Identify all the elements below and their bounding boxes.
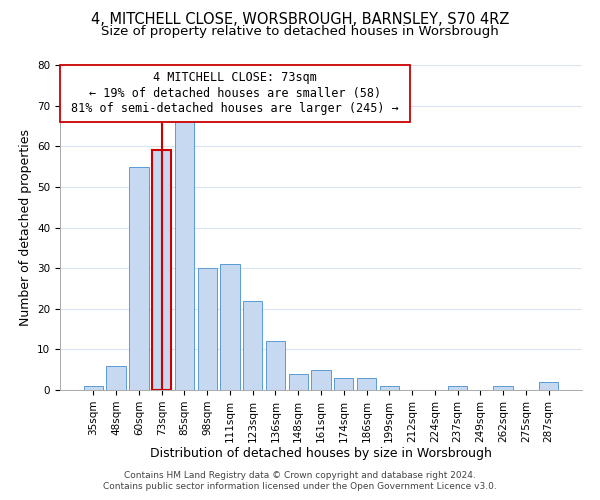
- Bar: [129, 166, 149, 390]
- Y-axis label: Number of detached properties: Number of detached properties: [19, 129, 32, 326]
- Text: 4 MITCHELL CLOSE: 73sqm: 4 MITCHELL CLOSE: 73sqm: [153, 72, 317, 85]
- Bar: [220, 264, 239, 390]
- Bar: [243, 300, 262, 390]
- Bar: [266, 341, 285, 390]
- Text: Size of property relative to detached houses in Worsbrough: Size of property relative to detached ho…: [101, 25, 499, 38]
- Bar: [493, 386, 513, 390]
- Bar: [380, 386, 399, 390]
- Bar: [197, 268, 217, 390]
- Bar: [311, 370, 331, 390]
- Bar: [289, 374, 308, 390]
- Bar: [539, 382, 558, 390]
- Bar: [175, 118, 194, 390]
- Bar: [448, 386, 467, 390]
- Bar: [84, 386, 103, 390]
- Text: 81% of semi-detached houses are larger (245) →: 81% of semi-detached houses are larger (…: [71, 102, 399, 116]
- Text: 4, MITCHELL CLOSE, WORSBROUGH, BARNSLEY, S70 4RZ: 4, MITCHELL CLOSE, WORSBROUGH, BARNSLEY,…: [91, 12, 509, 28]
- Bar: [334, 378, 353, 390]
- Text: ← 19% of detached houses are smaller (58): ← 19% of detached houses are smaller (58…: [89, 87, 381, 100]
- FancyBboxPatch shape: [60, 65, 410, 122]
- Bar: [152, 150, 172, 390]
- Text: Contains public sector information licensed under the Open Government Licence v3: Contains public sector information licen…: [103, 482, 497, 491]
- Text: Contains HM Land Registry data © Crown copyright and database right 2024.: Contains HM Land Registry data © Crown c…: [124, 471, 476, 480]
- Bar: [357, 378, 376, 390]
- Bar: [106, 366, 126, 390]
- X-axis label: Distribution of detached houses by size in Worsbrough: Distribution of detached houses by size …: [150, 448, 492, 460]
